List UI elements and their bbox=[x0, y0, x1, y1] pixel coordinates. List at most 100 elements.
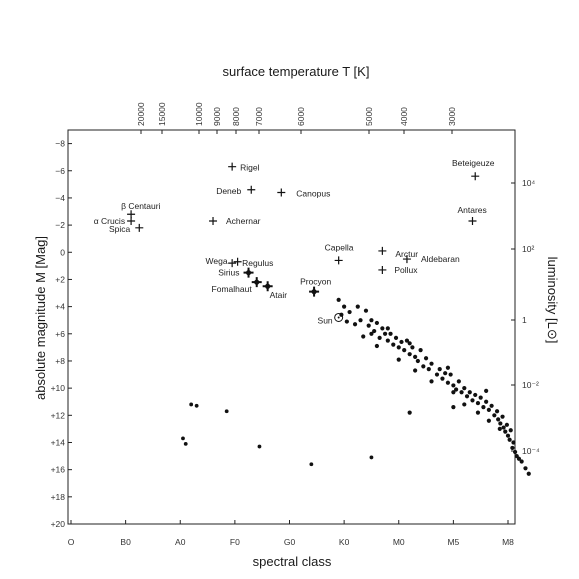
right-tick-label: 10⁴ bbox=[522, 178, 535, 188]
main-sequence-point bbox=[508, 428, 513, 433]
main-sequence-point bbox=[407, 352, 412, 357]
x-tick-label: K0 bbox=[339, 537, 350, 547]
main-sequence-point bbox=[498, 421, 503, 426]
main-sequence-point bbox=[377, 335, 382, 340]
main-sequence-point bbox=[374, 320, 379, 326]
y-tick-label: −8 bbox=[55, 139, 65, 149]
white-dwarf-point bbox=[183, 441, 188, 446]
axis-ticks: O B0 A0 F0 G0 K0 M0 M5 M8 −8 −6 −4 −2 0 +2 +4 +6 +8 +10 +12… bbox=[51, 102, 540, 547]
plot-frame bbox=[67, 129, 516, 525]
star-dot bbox=[311, 289, 317, 295]
star-label: Achernar bbox=[226, 216, 261, 226]
main-sequence-point bbox=[402, 347, 407, 353]
main-sequence-point bbox=[519, 459, 524, 464]
star-marker bbox=[378, 246, 387, 255]
star-label: Capella bbox=[325, 242, 354, 252]
star-label: Rigel bbox=[240, 163, 259, 173]
main-sequence-point bbox=[475, 400, 481, 406]
y-tick-label: +14 bbox=[51, 437, 66, 447]
main-sequence-point bbox=[372, 328, 377, 334]
main-sequence-point bbox=[492, 413, 497, 418]
right-tick-label: 1 bbox=[522, 315, 527, 325]
star-label: Procyon bbox=[300, 277, 331, 287]
main-sequence-point bbox=[486, 407, 491, 412]
main-sequence-point bbox=[445, 365, 451, 370]
main-sequence-point bbox=[347, 309, 352, 315]
y-tick-label: +20 bbox=[51, 519, 66, 529]
main-sequence-point bbox=[418, 347, 423, 353]
main-sequence-point bbox=[440, 376, 445, 381]
y-tick-label: −4 bbox=[55, 193, 65, 203]
y-tick-label: +6 bbox=[55, 329, 65, 339]
main-sequence-point bbox=[456, 379, 461, 384]
main-sequence-point bbox=[526, 471, 531, 476]
top-tick-label: 3000 bbox=[447, 107, 457, 126]
star-label: Spica bbox=[109, 224, 131, 234]
main-sequence-point bbox=[396, 357, 401, 362]
main-sequence-point bbox=[459, 390, 464, 395]
y-tick-label: +18 bbox=[51, 492, 66, 502]
main-sequence-point bbox=[396, 345, 401, 350]
main-sequence-point bbox=[504, 422, 510, 427]
white-dwarf-point bbox=[309, 462, 314, 467]
x-tick-label: F0 bbox=[230, 537, 240, 547]
main-sequence-point bbox=[501, 425, 506, 430]
main-sequence-point bbox=[464, 394, 470, 399]
star-label: α Crucis bbox=[94, 216, 125, 226]
x-tick-label: G0 bbox=[284, 537, 296, 547]
main-sequence-point bbox=[500, 414, 505, 419]
main-sequence-point bbox=[361, 334, 366, 339]
star-marker bbox=[228, 162, 237, 171]
main-sequence-point bbox=[385, 338, 390, 343]
star-marker bbox=[334, 256, 343, 265]
main-sequence-point bbox=[496, 417, 501, 422]
star-marker bbox=[127, 210, 136, 219]
main-sequence-point bbox=[511, 440, 516, 445]
main-sequence-point bbox=[445, 380, 451, 385]
star-marker bbox=[247, 185, 256, 194]
main-sequence-point bbox=[503, 429, 508, 434]
main-sequence-point bbox=[510, 445, 515, 451]
main-sequence-point bbox=[507, 437, 512, 442]
main-sequence-point bbox=[369, 318, 374, 323]
sun-symbol-center bbox=[337, 316, 340, 319]
main-sequence-point bbox=[366, 323, 371, 328]
top-tick-label: 6000 bbox=[296, 107, 306, 126]
star-marker bbox=[402, 255, 411, 264]
main-sequence-point bbox=[484, 399, 489, 404]
main-sequence-point bbox=[443, 371, 448, 376]
sun-symbol bbox=[334, 312, 344, 322]
main-sequence-point bbox=[413, 354, 418, 359]
main-sequence-point bbox=[413, 368, 418, 373]
y-tick-label: +16 bbox=[51, 465, 66, 475]
top-tick-label: 7000 bbox=[254, 107, 264, 126]
main-sequence-point bbox=[478, 395, 483, 400]
main-sequence-point bbox=[429, 361, 434, 366]
main-sequence-point bbox=[423, 356, 429, 361]
main-sequence-point bbox=[523, 466, 528, 471]
y-tick-label: −2 bbox=[55, 220, 65, 230]
main-sequence-point bbox=[470, 398, 475, 403]
star-label: Beteigeuze bbox=[452, 158, 495, 168]
star-marker bbox=[228, 259, 237, 268]
main-sequence-point bbox=[355, 304, 360, 309]
main-sequence-point bbox=[363, 308, 369, 313]
star-label: Canopus bbox=[296, 188, 330, 198]
white-dwarf-point bbox=[189, 402, 194, 407]
star-label: Arctur bbox=[395, 249, 418, 259]
main-sequence-point bbox=[407, 341, 412, 346]
main-sequence-point bbox=[434, 372, 440, 377]
top-tick-label: 10000 bbox=[194, 102, 204, 126]
x-tick-label: M5 bbox=[447, 537, 459, 547]
y-tick-label: +10 bbox=[51, 383, 66, 393]
top-tick-label: 8000 bbox=[231, 107, 241, 126]
main-sequence-point bbox=[473, 392, 478, 398]
star-marker bbox=[233, 257, 242, 266]
main-sequence-point bbox=[489, 403, 494, 408]
main-sequence-point bbox=[497, 426, 502, 431]
x-axis-label: spectral class bbox=[253, 554, 332, 569]
main-sequence-point bbox=[391, 342, 396, 347]
right-tick-label: 10² bbox=[522, 244, 534, 254]
main-sequence-point bbox=[437, 367, 442, 372]
star-marker bbox=[127, 217, 136, 226]
